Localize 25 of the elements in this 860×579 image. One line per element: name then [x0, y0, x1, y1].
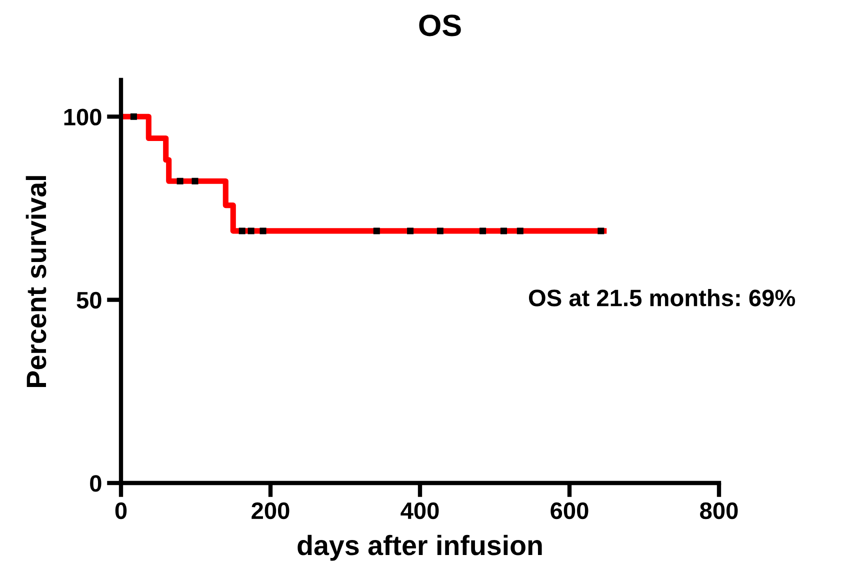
x-tick-label: 0 [115, 502, 127, 520]
point [436, 228, 444, 234]
point [407, 228, 414, 234]
y-tick-label: 50 [76, 292, 102, 309]
chart-title: OS [419, 14, 461, 36]
point [480, 228, 486, 234]
y-tick-label: 100 [64, 108, 102, 126]
point [176, 178, 184, 184]
point [500, 228, 507, 234]
x-tick-label: 800 [700, 502, 738, 520]
point [192, 178, 198, 184]
point [373, 228, 380, 234]
x-tick-label: 600 [550, 502, 588, 520]
point [130, 113, 137, 120]
y-tick-label: 0 [90, 475, 102, 492]
y-axis-title: Percent survival [26, 176, 46, 387]
point [260, 228, 266, 234]
point [238, 228, 246, 234]
point [516, 228, 524, 234]
x-tick-label: 400 [400, 502, 439, 520]
point [248, 228, 254, 234]
x-tick-label: 200 [252, 502, 290, 520]
annotation: OS at 21.5 months: 69% [528, 288, 796, 306]
point [598, 228, 604, 234]
x-axis-title: days after infusion [298, 534, 542, 561]
